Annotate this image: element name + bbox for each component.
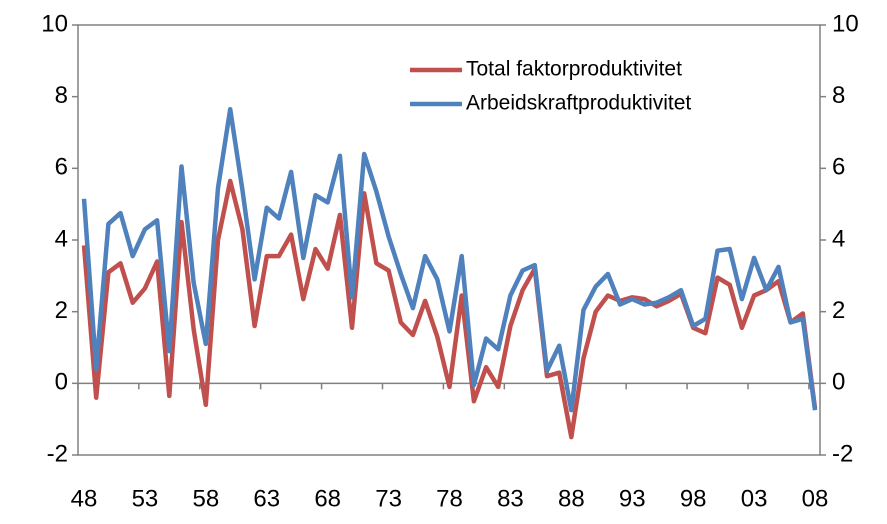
y-tick-label: 10 (41, 10, 68, 37)
y2-tick-label: 4 (832, 225, 845, 252)
y2-tick-label: 2 (832, 297, 845, 324)
y2-tick-label: 10 (832, 10, 859, 37)
y2-tick-label: 0 (832, 369, 845, 396)
y-tick-label: 2 (55, 297, 68, 324)
x-tick-label: 03 (741, 485, 768, 512)
y-tick-label: 0 (55, 369, 68, 396)
series-line (81, 106, 818, 413)
x-tick-label: 63 (253, 485, 280, 512)
x-tick-label: 78 (436, 485, 463, 512)
x-tick-label: 73 (375, 485, 402, 512)
x-tick-label: 88 (558, 485, 585, 512)
y-tick-label: 4 (55, 225, 68, 252)
y2-tick-label: 8 (832, 82, 845, 109)
x-tick-label: 83 (497, 485, 524, 512)
legend-label: Total faktorproduktivitet (466, 58, 682, 81)
x-tick-label: 98 (680, 485, 707, 512)
legend-label: Arbeidskraftproduktivitet (466, 92, 691, 115)
y-tick-label: 6 (55, 154, 68, 181)
x-tick-label: 53 (132, 485, 159, 512)
y2-tick-label: 6 (832, 154, 845, 181)
y-tick-label: -2 (47, 440, 68, 467)
x-tick-label: 93 (619, 485, 646, 512)
y-tick-label: 8 (55, 82, 68, 109)
x-tick-label: 68 (314, 485, 341, 512)
x-tick-label: 08 (802, 485, 829, 512)
y2-tick-label: -2 (832, 440, 853, 467)
x-tick-label: 58 (192, 485, 219, 512)
x-tick-label: 48 (71, 485, 98, 512)
